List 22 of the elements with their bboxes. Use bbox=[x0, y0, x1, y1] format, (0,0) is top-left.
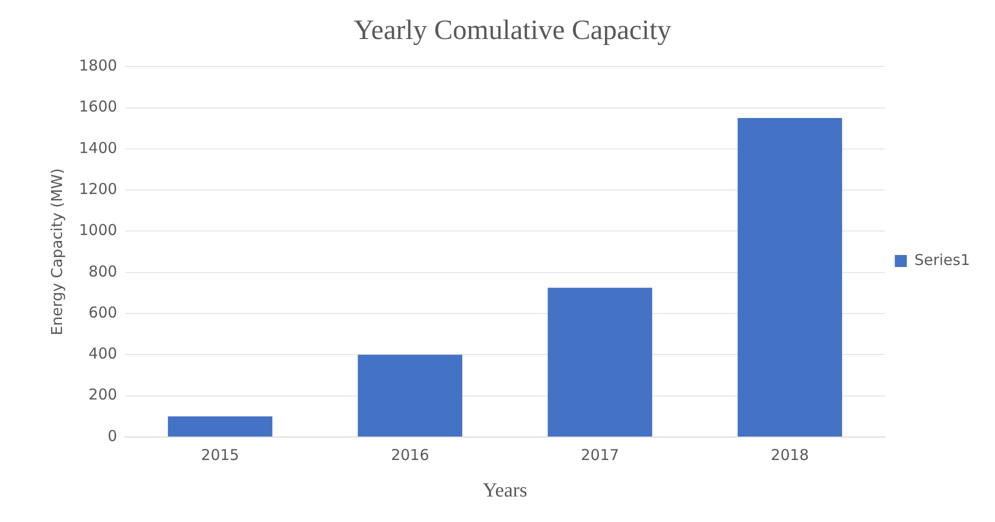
y-tick-label: 1200 bbox=[78, 180, 118, 198]
bar bbox=[168, 416, 272, 436]
chart-title: Yearly Comulative Capacity bbox=[354, 15, 672, 46]
y-tick-label: 800 bbox=[88, 262, 118, 280]
y-axis-title: Energy Capacity (MW) bbox=[48, 168, 66, 336]
x-tick-label: 2016 bbox=[390, 446, 430, 464]
legend-label: Series1 bbox=[914, 250, 970, 269]
y-tick-label: 600 bbox=[88, 303, 118, 322]
x-tick-label: 2018 bbox=[770, 446, 809, 464]
x-axis-title: Years bbox=[482, 479, 528, 502]
y-tick-label: 1000 bbox=[78, 221, 118, 240]
y-tick-label: 400 bbox=[88, 344, 118, 363]
x-tick-label: 2017 bbox=[580, 446, 620, 464]
bar bbox=[548, 288, 652, 436]
bar bbox=[738, 118, 842, 436]
bar bbox=[358, 354, 462, 436]
y-tick-label: 1800 bbox=[78, 56, 118, 74]
y-tick-label: 200 bbox=[88, 386, 118, 404]
y-tick-label: 0 bbox=[108, 426, 118, 445]
x-tick-label: 2015 bbox=[201, 446, 240, 464]
y-tick-label: 1400 bbox=[78, 138, 118, 157]
y-tick-label: 1600 bbox=[78, 98, 118, 116]
